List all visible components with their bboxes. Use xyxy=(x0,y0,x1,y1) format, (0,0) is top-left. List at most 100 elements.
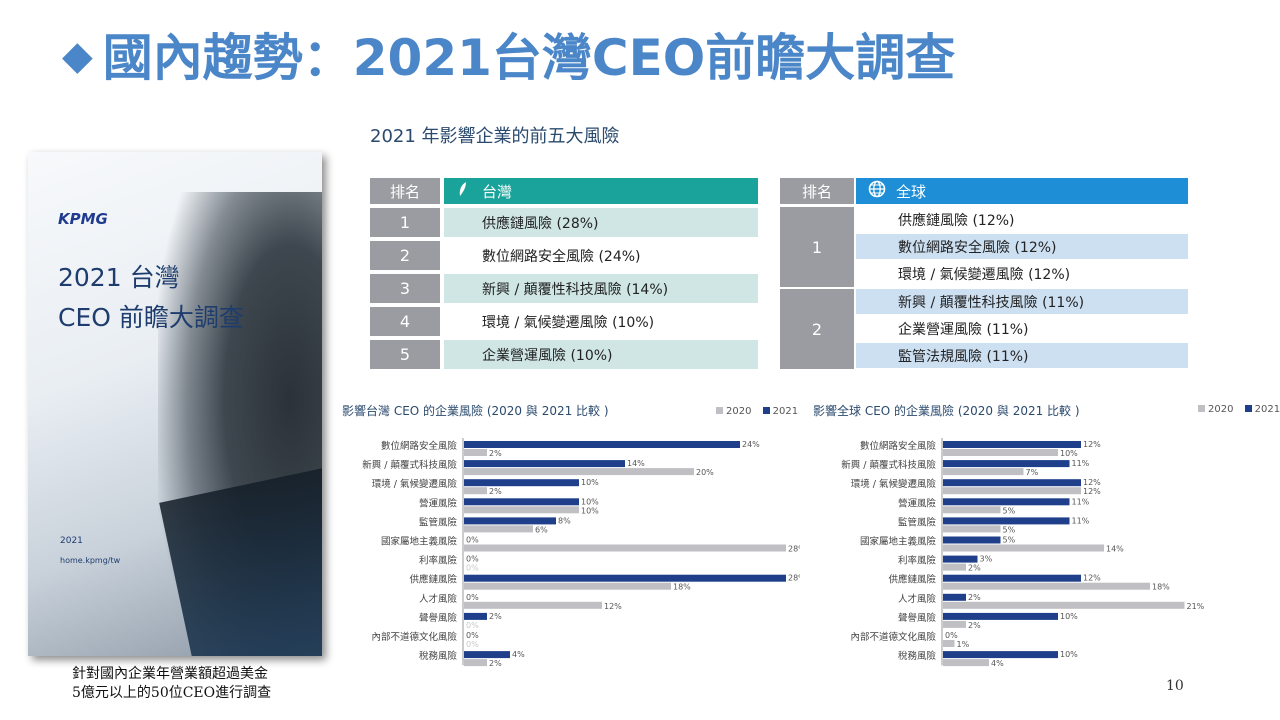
bar-2020 xyxy=(943,468,1024,476)
category-label: 供應鏈風險 xyxy=(888,574,936,586)
page-number: 10 xyxy=(1166,678,1184,694)
bar-2020 xyxy=(943,601,1185,609)
diamond-bullet-icon: ◆ xyxy=(62,33,93,79)
category-label: 稅務風險 xyxy=(419,650,458,662)
category-label: 新興 / 顛覆式科技風險 xyxy=(841,459,936,471)
data-label-2020: 10% xyxy=(1060,449,1078,458)
bar-2020 xyxy=(464,659,487,667)
data-label-2021: 5% xyxy=(1003,536,1016,545)
data-label-2020: 14% xyxy=(1106,545,1124,554)
data-label-2020: 1% xyxy=(957,640,970,649)
bar-2020 xyxy=(464,525,533,533)
bar-2020 xyxy=(943,449,1058,456)
data-label-2020: 7% xyxy=(1026,468,1039,477)
bar-2021 xyxy=(943,441,1081,448)
rank-cell: 2 xyxy=(780,289,854,369)
legend-swatch-2020 xyxy=(1198,405,1205,412)
risk-cell: 供應鏈風險 (12%) xyxy=(856,207,1188,232)
data-label-2020: 2% xyxy=(489,449,502,458)
taiwan-chart-legend: 2020 2021 xyxy=(716,406,798,417)
data-label-2020: 28% xyxy=(788,545,800,554)
data-label-2021: 12% xyxy=(1083,478,1101,487)
data-label-2020: 18% xyxy=(673,583,691,592)
category-label: 內部不道德文化風險 xyxy=(850,631,936,643)
bar-2020 xyxy=(464,487,487,495)
bar-2020 xyxy=(943,582,1150,590)
data-label-2020: 12% xyxy=(604,602,622,611)
legend-label-2020: 2020 xyxy=(726,406,752,417)
category-label: 利率風險 xyxy=(419,555,458,567)
globe-icon xyxy=(868,180,886,202)
category-label: 數位網路安全風險 xyxy=(381,440,458,452)
data-label-2020: 10% xyxy=(581,506,599,515)
bar-2021 xyxy=(943,612,1058,620)
bar-2021 xyxy=(943,555,978,563)
data-label-2021: 14% xyxy=(627,459,645,468)
data-label-2021: 24% xyxy=(742,440,760,449)
bar-2020 xyxy=(943,620,966,628)
taiwan-chart-title: 影響台灣 CEO 的企業風險 (2020 與 2021 比較 ) xyxy=(342,404,609,418)
category-label: 稅務風險 xyxy=(898,650,937,662)
bar-2020 xyxy=(943,640,955,647)
risk-cell: 新興 / 顛覆性科技風險 (14%) xyxy=(444,274,758,303)
rank-cell: 3 xyxy=(370,274,440,303)
risk-cell: 數位網路安全風險 (12%) xyxy=(856,234,1188,259)
risk-cell: 企業營運風險 (10%) xyxy=(444,340,758,369)
rank-cell: 2 xyxy=(370,241,440,270)
category-label: 內部不道德文化風險 xyxy=(371,631,457,643)
cover-title-line2: CEO 前瞻大調查 xyxy=(58,303,244,332)
bar-2021 xyxy=(464,441,740,448)
bar-2021 xyxy=(464,460,625,468)
taiwan-header-label: 台灣 xyxy=(482,182,513,201)
risk-cell: 環境 / 氣候變遷風險 (10%) xyxy=(444,307,758,336)
data-label-2021: 0% xyxy=(466,593,479,602)
bar-2021 xyxy=(464,517,556,525)
category-label: 數位網路安全風險 xyxy=(860,440,937,452)
legend-swatch-2021 xyxy=(1244,405,1252,412)
slide-title: ◆ 國內趨勢：2021台灣CEO前瞻大調查 xyxy=(62,18,955,90)
slide-title-text: 國內趨勢：2021台灣CEO前瞻大調查 xyxy=(102,29,956,87)
leaf-icon xyxy=(458,181,470,201)
global-header-label: 全球 xyxy=(896,182,927,201)
category-label: 環境 / 氣候變遷風險 xyxy=(372,478,458,490)
global-header: 全球 xyxy=(856,178,1188,204)
data-label-2020: 5% xyxy=(1003,506,1016,515)
category-label: 人才風險 xyxy=(898,593,937,605)
rank-header: 排名 xyxy=(370,178,440,204)
rank-cell: 4 xyxy=(370,307,440,336)
bar-2020 xyxy=(943,563,966,571)
risk-cell: 企業營運風險 (11%) xyxy=(856,316,1188,341)
data-label-2021: 0% xyxy=(466,555,479,564)
data-label-2021: 11% xyxy=(1072,516,1090,525)
data-label-2020: 12% xyxy=(1083,487,1101,496)
data-label-2020: 20% xyxy=(696,468,714,477)
data-label-2020: 2% xyxy=(489,487,502,496)
data-label-2020: 0% xyxy=(466,564,479,573)
bar-2021 xyxy=(943,498,1070,506)
bar-2020 xyxy=(464,449,487,456)
global-risk-table: 排名 全球 1 供應鏈風險 (12%) 數位網路安全風險 (12%) 環境 / … xyxy=(780,178,1188,370)
footnote-line: 5億元以上的50位CEO進行調查 xyxy=(72,685,272,701)
category-label: 監管風險 xyxy=(898,516,937,528)
data-label-2021: 11% xyxy=(1072,459,1090,468)
data-label-2021: 2% xyxy=(489,612,502,621)
rank-header: 排名 xyxy=(780,178,854,204)
bar-2021 xyxy=(943,536,1001,544)
data-label-2021: 8% xyxy=(558,516,571,525)
category-label: 營運風險 xyxy=(419,497,458,509)
rank-cell: 5 xyxy=(370,340,440,369)
bar-2021 xyxy=(464,498,579,506)
category-label: 聲譽風險 xyxy=(898,612,937,624)
data-label-2020: 21% xyxy=(1187,602,1205,611)
legend-label-2021: 2021 xyxy=(772,406,799,417)
bar-2020 xyxy=(464,544,786,552)
data-label-2020: 2% xyxy=(489,659,502,668)
bar-2021 xyxy=(943,479,1081,487)
bar-2020 xyxy=(943,506,1001,514)
data-label-2020: 6% xyxy=(535,525,548,534)
cover-year: 2021 xyxy=(60,536,83,546)
bar-2021 xyxy=(943,593,966,601)
bar-2021 xyxy=(464,574,786,582)
bar-2020 xyxy=(464,582,671,590)
data-label-2020: 4% xyxy=(991,659,1004,668)
